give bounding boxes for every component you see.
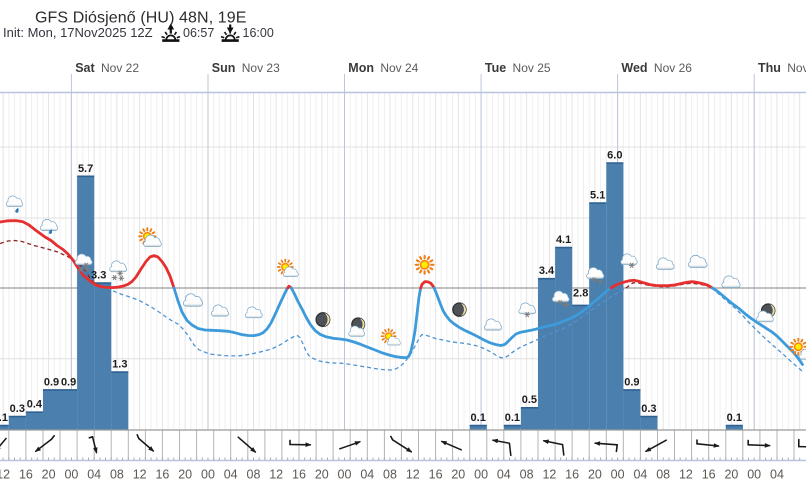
svg-text:16: 16 (19, 468, 33, 482)
svg-text:12: 12 (542, 468, 556, 482)
svg-text:08: 08 (383, 468, 397, 482)
svg-text:08: 08 (520, 468, 534, 482)
svg-text:16:00: 16:00 (243, 26, 274, 40)
svg-text:0.3: 0.3 (641, 403, 656, 415)
svg-text:0.1: 0.1 (727, 412, 742, 424)
svg-text:04: 04 (497, 468, 511, 482)
svg-text:20: 20 (588, 468, 602, 482)
svg-text:0.4: 0.4 (27, 399, 43, 411)
svg-text:3.4: 3.4 (539, 265, 555, 277)
svg-text:5.1: 5.1 (590, 190, 605, 202)
svg-text:6.0: 6.0 (607, 150, 622, 162)
svg-text:GFS Diósjenő (HU) 48N, 19E: GFS Diósjenő (HU) 48N, 19E (35, 10, 247, 27)
svg-text:00: 00 (64, 468, 78, 482)
svg-text:04: 04 (360, 468, 374, 482)
svg-text:0.1: 0.1 (505, 412, 520, 424)
svg-text:20: 20 (42, 468, 56, 482)
svg-text:00: 00 (747, 468, 761, 482)
svg-text:16: 16 (702, 468, 716, 482)
svg-text:3.3: 3.3 (91, 270, 106, 282)
svg-text:00: 00 (338, 468, 352, 482)
svg-text:Sat Nov 22: Sat Nov 22 (75, 61, 139, 75)
svg-text:0.9: 0.9 (61, 376, 76, 388)
svg-text:Wed Nov 26: Wed Nov 26 (621, 61, 692, 75)
svg-text:0.9: 0.9 (44, 376, 59, 388)
svg-text:2.8: 2.8 (573, 287, 588, 299)
svg-text:00: 00 (201, 468, 215, 482)
svg-text:1.3: 1.3 (112, 359, 127, 371)
svg-text:04: 04 (224, 468, 238, 482)
svg-text:16: 16 (429, 468, 443, 482)
svg-text:Mon Nov 24: Mon Nov 24 (348, 61, 418, 75)
svg-text:00: 00 (611, 468, 625, 482)
svg-text:00: 00 (474, 468, 488, 482)
svg-text:16: 16 (292, 468, 306, 482)
svg-text:12: 12 (269, 468, 283, 482)
svg-text:Sun Nov 23: Sun Nov 23 (212, 61, 280, 75)
svg-text:12: 12 (0, 468, 10, 482)
svg-text:5.7: 5.7 (78, 163, 93, 175)
svg-text:20: 20 (451, 468, 465, 482)
svg-text:0.3: 0.3 (10, 403, 25, 415)
svg-text:0.9: 0.9 (624, 376, 639, 388)
svg-text:0.1: 0.1 (0, 412, 8, 424)
svg-text:06:57: 06:57 (183, 26, 214, 40)
svg-text:12: 12 (406, 468, 420, 482)
svg-text:0.1: 0.1 (471, 412, 486, 424)
svg-text:08: 08 (656, 468, 670, 482)
svg-text:20: 20 (315, 468, 329, 482)
svg-text:20: 20 (724, 468, 738, 482)
svg-text:04: 04 (770, 468, 784, 482)
svg-text:08: 08 (247, 468, 261, 482)
svg-text:4.1: 4.1 (556, 234, 571, 246)
svg-text:16: 16 (565, 468, 579, 482)
svg-text:0.5: 0.5 (522, 394, 537, 406)
svg-text:Tue Nov 25: Tue Nov 25 (485, 61, 551, 75)
svg-text:20: 20 (178, 468, 192, 482)
svg-text:04: 04 (633, 468, 647, 482)
svg-text:Init: Mon, 17Nov2025 12Z: Init: Mon, 17Nov2025 12Z (3, 25, 153, 40)
svg-text:12: 12 (133, 468, 147, 482)
svg-text:04: 04 (87, 468, 101, 482)
svg-text:12: 12 (679, 468, 693, 482)
svg-text:08: 08 (110, 468, 124, 482)
svg-text:16: 16 (155, 468, 169, 482)
